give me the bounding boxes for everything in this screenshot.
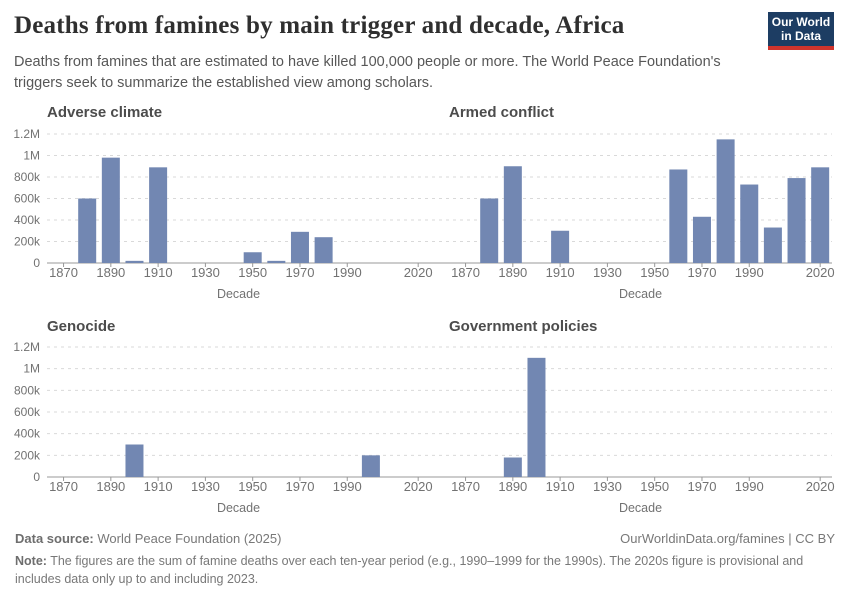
bar-armed-conflict-1890 <box>503 166 522 263</box>
bar-genocide-2000 <box>361 455 380 477</box>
x-tick-label: 1970 <box>286 265 315 280</box>
y-tick-label: 600k <box>14 405 41 419</box>
x-tick-label: 2020 <box>404 479 433 494</box>
bar-armed-conflict-1970 <box>692 216 711 263</box>
bar-armed-conflict-2020 <box>811 167 830 263</box>
attribution: OurWorldinData.org/famines | CC BY <box>620 531 835 546</box>
x-tick-label: 1990 <box>735 479 764 494</box>
bar-adverse-climate-1890 <box>101 157 120 263</box>
x-tick-label: 1950 <box>238 479 267 494</box>
y-tick-label: 400k <box>14 213 41 227</box>
y-tick-label: 0 <box>33 470 40 484</box>
owid-logo-line1: Our World <box>771 15 831 29</box>
x-tick-label: 1870 <box>451 479 480 494</box>
x-tick-label: 1970 <box>688 265 717 280</box>
bar-armed-conflict-1990 <box>740 184 759 263</box>
bar-armed-conflict-2000 <box>763 227 782 263</box>
x-tick-label: 1950 <box>238 265 267 280</box>
x-axis-title-adverse-climate: Decade <box>217 287 260 301</box>
x-tick-label: 1890 <box>96 265 125 280</box>
bar-genocide-1900 <box>125 444 144 477</box>
x-tick-label: 1870 <box>49 479 78 494</box>
x-axis-title-armed-conflict: Decade <box>619 287 662 301</box>
y-tick-label: 1M <box>23 362 40 376</box>
x-tick-label: 2020 <box>806 265 835 280</box>
panel-title-adverse-climate: Adverse climate <box>47 104 162 121</box>
y-tick-label: 0 <box>33 256 40 270</box>
x-tick-label: 1890 <box>498 265 527 280</box>
data-source-value: World Peace Foundation (2025) <box>97 531 282 546</box>
x-tick-label: 2020 <box>806 479 835 494</box>
y-tick-label: 1.2M <box>13 127 40 141</box>
x-tick-label: 1990 <box>735 265 764 280</box>
bar-adverse-climate-1900 <box>125 260 144 263</box>
x-tick-label: 1930 <box>593 265 622 280</box>
panel-title-genocide: Genocide <box>47 318 115 335</box>
y-tick-label: 200k <box>14 235 41 249</box>
data-source: Data source: World Peace Foundation (202… <box>15 531 281 546</box>
x-tick-label: 1870 <box>49 265 78 280</box>
x-tick-label: 1910 <box>546 265 575 280</box>
footer-note: Note: The figures are the sum of famine … <box>15 552 837 588</box>
footer-note-text: The figures are the sum of famine deaths… <box>15 554 804 587</box>
bar-adverse-climate-1960 <box>267 260 286 263</box>
footer-source-row: Data source: World Peace Foundation (202… <box>15 531 835 546</box>
x-tick-label: 1890 <box>498 479 527 494</box>
bar-armed-conflict-1960 <box>669 169 688 263</box>
famine-deaths-small-multiples-chart: 0 200k 400k 600k 800k 1M 1.2M 0 200k 400k 600k 800k… <box>13 104 835 515</box>
bar-government-policies-1890 <box>503 457 522 477</box>
x-tick-label: 1950 <box>640 479 669 494</box>
x-axis-title-government-policies: Decade <box>619 501 662 515</box>
page-title: Deaths from famines by main trigger and … <box>14 12 625 39</box>
data-source-label: Data source: <box>15 531 94 546</box>
x-tick-label: 1930 <box>191 479 220 494</box>
x-tick-label: 1910 <box>144 479 173 494</box>
y-tick-label: 800k <box>14 383 41 397</box>
x-tick-label: 1970 <box>688 479 717 494</box>
bar-armed-conflict-2010 <box>787 178 806 263</box>
y-tick-label: 1M <box>23 149 40 163</box>
x-tick-label: 1910 <box>144 265 173 280</box>
x-tick-label: 1870 <box>451 265 480 280</box>
bar-armed-conflict-1910 <box>551 230 570 263</box>
x-tick-label: 1950 <box>640 265 669 280</box>
bar-adverse-climate-1980 <box>314 237 333 263</box>
x-tick-label: 1930 <box>191 265 220 280</box>
y-tick-label: 200k <box>14 448 41 462</box>
x-tick-label: 1910 <box>546 479 575 494</box>
page-subtitle: Deaths from famines that are estimated t… <box>14 54 721 91</box>
bar-adverse-climate-1970 <box>290 231 309 263</box>
bar-armed-conflict-1980 <box>716 139 735 263</box>
x-tick-label: 1930 <box>593 479 622 494</box>
x-axis-title-genocide: Decade <box>217 501 260 515</box>
y-tick-label: 600k <box>14 192 41 206</box>
bar-armed-conflict-1880 <box>480 198 499 263</box>
owid-logo: Our World in Data <box>768 12 834 50</box>
x-tick-label: 1890 <box>96 479 125 494</box>
x-tick-label: 1990 <box>333 265 362 280</box>
y-tick-label: 800k <box>14 170 41 184</box>
panel-title-government-policies: Government policies <box>449 318 597 335</box>
bar-adverse-climate-1910 <box>149 167 168 263</box>
footer-note-label: Note: <box>15 554 47 568</box>
y-tick-label: 400k <box>14 427 41 441</box>
bar-government-policies-1900 <box>527 357 546 477</box>
x-tick-label: 1970 <box>286 479 315 494</box>
x-tick-label: 1990 <box>333 479 362 494</box>
x-tick-label: 2020 <box>404 265 433 280</box>
bar-adverse-climate-1880 <box>78 198 97 263</box>
bar-adverse-climate-1950 <box>243 252 262 263</box>
panel-title-armed-conflict: Armed conflict <box>449 104 554 121</box>
owid-logo-line2: in Data <box>780 29 821 43</box>
y-tick-label: 1.2M <box>13 340 40 354</box>
